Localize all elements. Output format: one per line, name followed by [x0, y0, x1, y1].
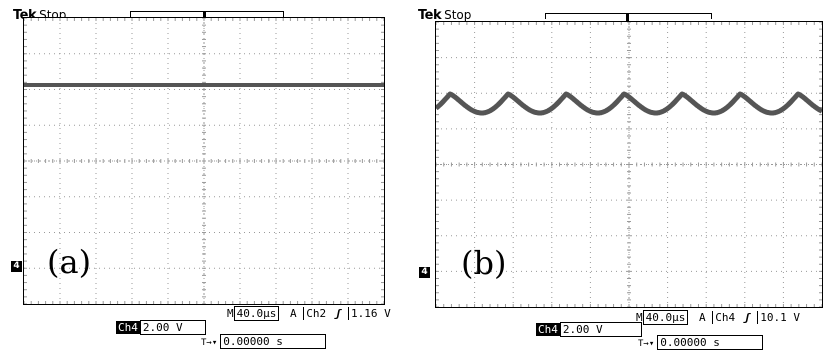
- channel-badge[interactable]: Ch4: [536, 323, 560, 336]
- timebase-prefix: M: [227, 307, 234, 320]
- graticule: [434, 21, 823, 308]
- ch4-ground-marker[interactable]: 4: [11, 261, 22, 272]
- record-position-bracket: [545, 13, 712, 19]
- ch4-ground-marker[interactable]: 4: [419, 267, 430, 278]
- timebase-readout[interactable]: 40.0µs: [233, 306, 280, 321]
- trigger-position-icon: T→▾: [201, 338, 218, 348]
- brand-status: Tek Stop: [418, 8, 472, 23]
- trigger-position-value[interactable]: 0.00000 s: [657, 335, 764, 350]
- graticule: [23, 17, 385, 305]
- trigger-position-value[interactable]: 0.00000 s: [220, 334, 327, 349]
- volts-per-div[interactable]: 2.00 V: [559, 322, 642, 337]
- rising-edge-icon: ʃ: [334, 307, 342, 320]
- horizontal-trigger-readout: M 40.0µs A Ch4 ʃ 10.1 V: [636, 310, 802, 325]
- trigger-position-stem: [626, 14, 629, 23]
- horizontal-trigger-readout: M 40.0µs A Ch2 ʃ 1.16 V: [227, 306, 391, 321]
- trigger-source[interactable]: Ch2: [303, 307, 328, 320]
- trigger-position-stem: [203, 12, 206, 21]
- channel-badge[interactable]: Ch4: [116, 321, 140, 334]
- timebase-prefix: M: [636, 311, 643, 324]
- trigger-level[interactable]: 1.16 V: [348, 307, 391, 320]
- channel-readout: Ch4 2.00 V: [536, 322, 642, 337]
- trigger-level[interactable]: 10.1 V: [757, 311, 802, 324]
- graticule-screen: [434, 21, 823, 308]
- acquisition-state: Stop: [444, 8, 472, 22]
- panel-label: (b): [461, 244, 507, 282]
- trigger-mode: A: [290, 307, 297, 320]
- ch4-trace: [434, 91, 823, 116]
- panel-label: (a): [47, 243, 92, 281]
- trigger-position-readout: T→▾ 0.00000 s: [201, 334, 327, 350]
- rising-edge-icon: ʃ: [743, 311, 751, 324]
- record-position-bracket: [130, 11, 284, 17]
- volts-per-div[interactable]: 2.00 V: [139, 320, 206, 335]
- trigger-mode: A: [699, 311, 706, 324]
- graticule-screen: [23, 17, 385, 305]
- brand-logo: Tek: [418, 8, 442, 23]
- trigger-source[interactable]: Ch4: [712, 311, 737, 324]
- channel-readout: Ch4 2.00 V: [116, 320, 206, 335]
- trigger-position-icon: T→▾: [638, 339, 655, 349]
- timebase-readout[interactable]: 40.0µs: [642, 310, 689, 325]
